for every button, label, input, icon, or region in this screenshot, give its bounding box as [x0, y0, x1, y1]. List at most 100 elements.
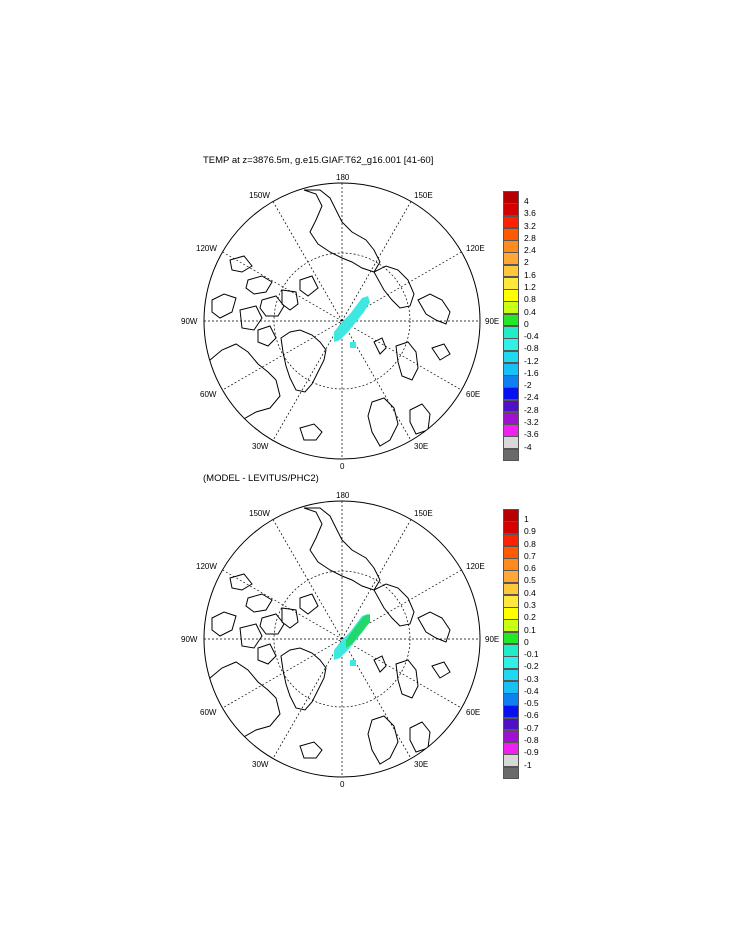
colorbar-swatch	[503, 717, 519, 731]
lon-label-0: 0	[340, 462, 345, 471]
colorbar-label: 1	[524, 514, 529, 525]
lon-label-30e: 30E	[414, 760, 429, 769]
colorbar-swatch	[503, 387, 519, 401]
colorbar-label: 0.7	[524, 550, 536, 561]
colorbar-label: 1.2	[524, 282, 536, 293]
colorbar-label: -1	[524, 759, 532, 770]
colorbar-swatch	[503, 607, 519, 620]
colorbar-label: 0.4	[524, 587, 536, 598]
colorbar-label: 0.1	[524, 624, 536, 635]
colorbar-label: -0.7	[524, 722, 539, 733]
colorbar-swatch	[503, 424, 519, 437]
data-feature-bottom	[334, 614, 370, 666]
colorbar-label: -0.8	[524, 343, 539, 354]
lon-label-180: 180	[336, 173, 350, 182]
colorbar-swatch	[503, 582, 519, 596]
lon-label-60e: 60E	[466, 390, 481, 399]
colorbar-swatch	[503, 705, 519, 719]
colorbar-swatch	[503, 729, 519, 743]
colorbar-swatch	[503, 436, 519, 450]
colorbar-label: -0.2	[524, 661, 539, 672]
colorbar-swatch	[503, 570, 519, 584]
lon-label-90w: 90W	[181, 317, 198, 326]
colorbar-label: -3.6	[524, 429, 539, 440]
panel-title-bottom: (MODEL - LEVITUS/PHC2)	[203, 473, 319, 484]
colorbar-swatch	[503, 448, 519, 462]
lon-label-180: 180	[336, 491, 350, 500]
lon-label-120e: 120E	[466, 244, 485, 253]
colorbar-swatch	[503, 754, 519, 768]
colorbar-swatch	[503, 252, 519, 266]
lon-label-90w: 90W	[181, 635, 198, 644]
colorbar-label: 0.2	[524, 612, 536, 623]
colorbar-swatch	[503, 325, 519, 339]
lon-label-30e: 30E	[414, 442, 429, 451]
data-feature-top	[334, 296, 370, 348]
lon-label-60e: 60E	[466, 708, 481, 717]
colorbar-swatch	[503, 289, 519, 302]
polar-map-top	[203, 182, 481, 460]
colorbar-swatch	[503, 350, 519, 364]
colorbar-label: 2	[524, 257, 529, 268]
colorbar-label: 0.8	[524, 294, 536, 305]
lon-label-150w: 150W	[249, 509, 270, 518]
colorbar-label: 0.5	[524, 575, 536, 586]
colorbar-swatch	[503, 191, 519, 204]
colorbar-swatch	[503, 276, 519, 290]
colorbar-label: 3.2	[524, 220, 536, 231]
lon-label-30w: 30W	[252, 442, 269, 451]
colorbar-label: 0.4	[524, 306, 536, 317]
colorbar-label: -0.6	[524, 710, 539, 721]
lon-label-30w: 30W	[252, 760, 269, 769]
colorbar-label: -0.4	[524, 331, 539, 342]
colorbar-label: 0.9	[524, 526, 536, 537]
lon-label-0: 0	[340, 780, 345, 789]
colorbar-swatch	[503, 545, 519, 559]
colorbar-label: -0.3	[524, 673, 539, 684]
colorbar-label: 4	[524, 196, 529, 207]
colorbar-swatch	[503, 227, 519, 241]
panel-title-top: TEMP at z=3876.5m, g.e15.GIAF.T62_g16.00…	[203, 155, 434, 166]
map-border-top	[203, 182, 481, 460]
colorbar-label: -0.8	[524, 734, 539, 745]
colorbar-swatch	[503, 375, 519, 388]
colorbar-swatch	[503, 203, 519, 217]
colorbar-swatch	[503, 240, 519, 253]
colorbar-label: -4	[524, 441, 532, 452]
lon-label-150w: 150W	[249, 191, 270, 200]
colorbar-label: 2.8	[524, 232, 536, 243]
lon-label-120w: 120W	[196, 244, 217, 253]
colorbar-label: -0.4	[524, 685, 539, 696]
graticule-bottom	[204, 501, 480, 777]
colorbar-label: -0.5	[524, 698, 539, 709]
colorbar-label: 0	[524, 318, 529, 329]
colorbar-label: 2.4	[524, 245, 536, 256]
colorbar-swatch	[503, 264, 519, 278]
colorbar-swatch	[503, 643, 519, 657]
colorbar-label: 0.6	[524, 563, 536, 574]
colorbar-swatch	[503, 411, 519, 425]
colorbar-label: 1.6	[524, 269, 536, 280]
lon-label-60w: 60W	[200, 390, 217, 399]
lon-label-150e: 150E	[414, 191, 433, 200]
lon-label-120e: 120E	[466, 562, 485, 571]
land-outlines-bottom	[205, 507, 451, 777]
colorbar-label: -2.4	[524, 392, 539, 403]
colorbar-label: -0.9	[524, 747, 539, 758]
lon-label-90e: 90E	[485, 635, 500, 644]
colorbar-swatch	[503, 521, 519, 535]
colorbar-label: -2.8	[524, 404, 539, 415]
colorbar-label: -1.6	[524, 367, 539, 378]
colorbar-swatch	[503, 509, 519, 522]
colorbar-bottom: 1 0.9 0.8 0.7 0.6 0.5 0.4 0.3 0.2 0.1 0 -0.1 -0.2 -0.…	[503, 509, 553, 780]
colorbar-label: -2	[524, 380, 532, 391]
lon-label-90e: 90E	[485, 317, 500, 326]
colorbar-swatch	[503, 680, 519, 694]
lon-label-120w: 120W	[196, 562, 217, 571]
colorbar-label: 3.6	[524, 208, 536, 219]
land-outlines-top	[205, 189, 451, 459]
colorbar-top: 4 3.6 3.2 2.8 2.4 2 1.6 1.2 0.8 0.4 0 -0.4 -0.8 -1.2-…	[503, 191, 553, 462]
colorbar-label: -0.1	[524, 649, 539, 660]
colorbar-swatch	[503, 742, 519, 755]
